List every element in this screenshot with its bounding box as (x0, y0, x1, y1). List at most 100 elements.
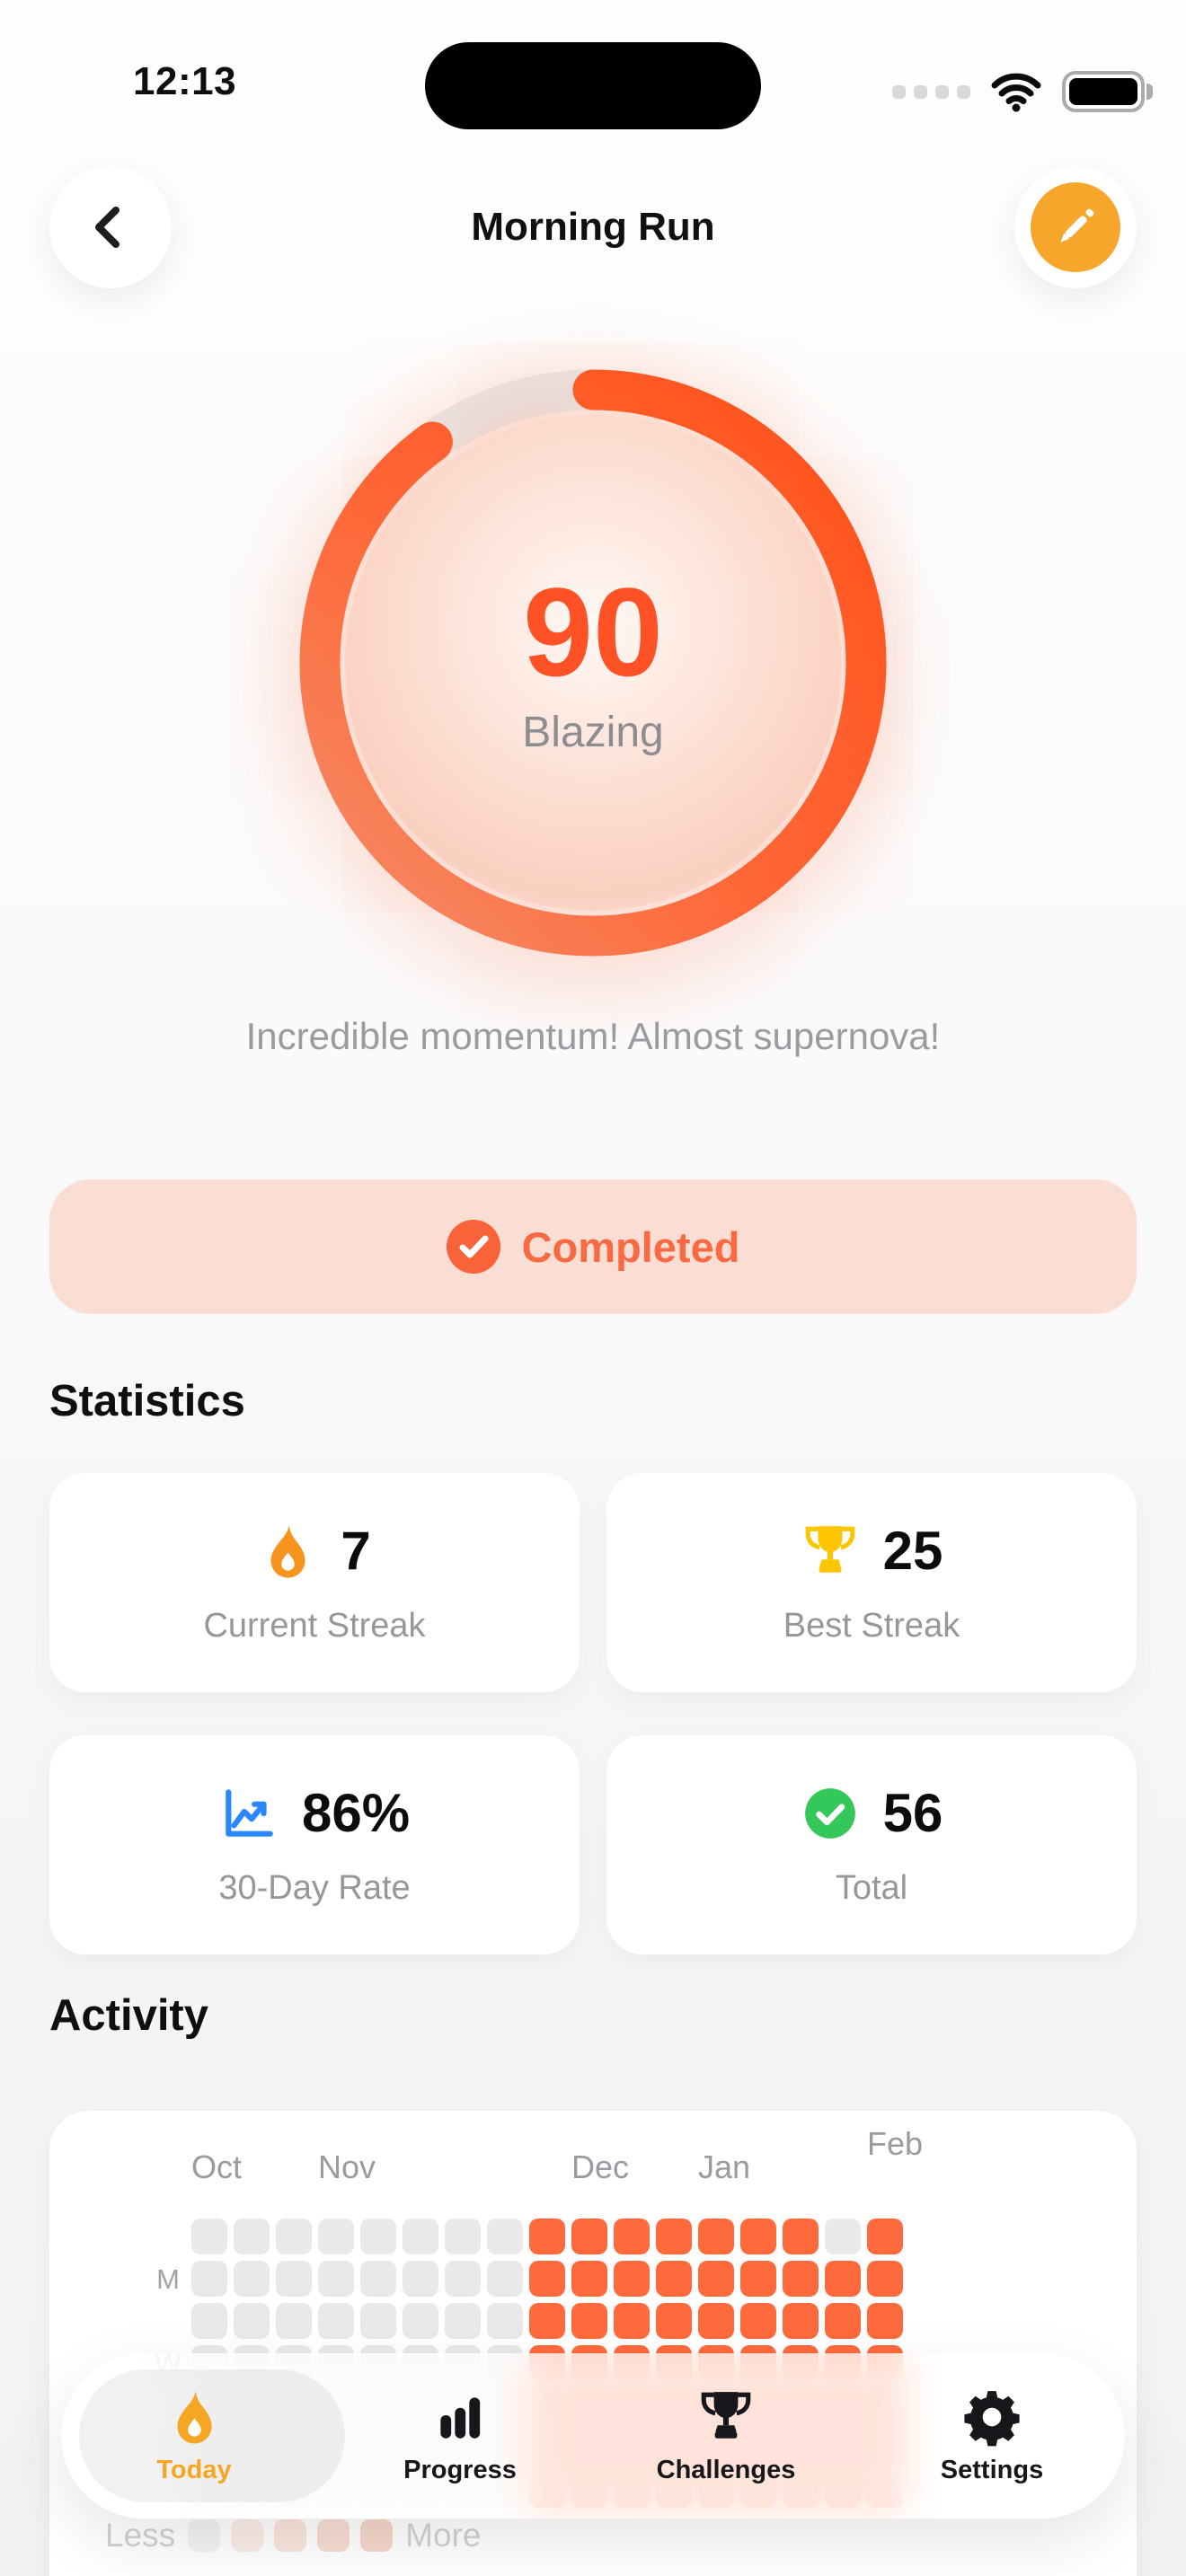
heatmap-month-label: Jan (698, 2148, 751, 2185)
heatmap-cell-empty (487, 2219, 523, 2254)
heatmap-cell-empty (234, 2219, 270, 2254)
header: Morning Run (0, 166, 1186, 292)
gear-icon (964, 2390, 1020, 2446)
heatmap-cell-filled (529, 2261, 565, 2297)
heatmap-cell-empty (318, 2303, 354, 2339)
edit-button[interactable] (1014, 166, 1137, 288)
stat-value: 56 (882, 1783, 943, 1843)
pencil-icon (1060, 208, 1094, 243)
tab-challenges[interactable]: Challenges (593, 2353, 859, 2519)
heatmap-cell-filled (783, 2219, 819, 2254)
heatmap-month-label: Oct (191, 2148, 243, 2185)
heatmap-cell-filled (740, 2303, 776, 2339)
stat-card-current-streak: 7 Current Streak (49, 1473, 580, 1692)
heatmap-cell-empty (191, 2303, 227, 2339)
heatmap-cell-empty (487, 2261, 523, 2297)
page-title: Morning Run (471, 205, 715, 249)
stat-card-best-streak: 25 Best Streak (606, 1473, 1137, 1692)
heatmap-cell-filled (867, 2303, 903, 2339)
tab-label: Progress (403, 2455, 517, 2484)
heatmap-cell-empty (360, 2303, 396, 2339)
heatmap-cell-filled (571, 2261, 607, 2297)
stat-card-30-day-rate: 86% 30-Day Rate (49, 1735, 580, 1954)
heatmap-cell-filled (571, 2219, 607, 2254)
legend-cell (274, 2519, 307, 2552)
stat-card-total: 56 Total (606, 1735, 1137, 1954)
heatmap-cell-filled (656, 2261, 692, 2297)
motivation-text: Incredible momentum! Almost supernova! (245, 1015, 941, 1057)
tab-progress[interactable]: Progress (327, 2353, 593, 2519)
legend-cell (317, 2519, 350, 2552)
heatmap-cell-filled (614, 2303, 650, 2339)
stat-label: Current Streak (203, 1607, 426, 1645)
stat-label: 30-Day Rate (218, 1869, 411, 1907)
edit-button-circle (1031, 182, 1120, 272)
progress-ring-icon (299, 369, 887, 957)
tab-label: Settings (940, 2455, 1044, 2484)
heatmap-cell-filled (740, 2261, 776, 2297)
heatmap-cell-empty (403, 2261, 438, 2297)
stat-value: 25 (882, 1521, 943, 1581)
tab-bar: Today Progress Challe (61, 2353, 1125, 2519)
heatmap-cell-empty (191, 2261, 227, 2297)
heatmap-cell-filled (571, 2303, 607, 2339)
heatmap-cell-empty (403, 2303, 438, 2339)
heatmap-day-label: M (156, 2263, 180, 2295)
statistics-grid: 7 Current Streak 25 Best Streak (49, 1473, 1137, 1954)
status-icons (892, 70, 1153, 113)
trophy-icon (701, 2391, 751, 2439)
score-label: Blazing (522, 708, 664, 756)
heatmap-cell-empty (825, 2219, 861, 2254)
trophy-icon (805, 1525, 854, 1573)
heatmap-cell-empty (318, 2219, 354, 2254)
heatmap-cell-filled (656, 2303, 692, 2339)
heatmap-cell-filled (529, 2219, 565, 2254)
heatmap-cell-empty (360, 2219, 396, 2254)
heatmap-cell-filled (783, 2261, 819, 2297)
chart-up-icon (226, 1788, 273, 1837)
heatmap-cell-filled (867, 2261, 903, 2297)
heatmap-cell-filled (867, 2219, 903, 2254)
legend-scale (188, 2519, 394, 2552)
completed-button[interactable]: Completed (49, 1179, 1137, 1314)
cellular-signal-icon (892, 84, 970, 99)
heatmap-month-label: Dec (571, 2148, 630, 2185)
heatmap-cell-empty (234, 2303, 270, 2339)
stat-label: Total (835, 1869, 908, 1907)
heatmap-cell-filled (656, 2219, 692, 2254)
score-ring: 90 Blazing (296, 366, 890, 959)
heatmap-cell-empty (276, 2261, 312, 2297)
legend-more-label: More (405, 2517, 482, 2554)
heatmap-cell-empty (445, 2219, 481, 2254)
check-circle-icon (804, 1787, 855, 1839)
tab-label: Today (156, 2455, 232, 2484)
heatmap-cell-empty (403, 2219, 438, 2254)
bar-chart-icon (440, 2396, 481, 2439)
heatmap-month-label: Feb (867, 2125, 924, 2162)
dynamic-island (425, 42, 761, 129)
heatmap-cell-empty (234, 2261, 270, 2297)
tab-today[interactable]: Today (61, 2353, 327, 2519)
heatmap-cell-filled (698, 2303, 734, 2339)
tab-label: Challenges (656, 2455, 796, 2484)
completed-label: Completed (521, 1222, 740, 1271)
stat-value: 7 (341, 1521, 371, 1581)
tab-settings[interactable]: Settings (859, 2353, 1125, 2519)
heatmap-cell-filled (614, 2261, 650, 2297)
active-tab-background (79, 2369, 345, 2502)
heatmap-cell-filled (783, 2303, 819, 2339)
flame-icon (270, 1524, 305, 1578)
heatmap-cell-filled (740, 2219, 776, 2254)
back-button[interactable] (49, 166, 172, 288)
flame-icon (177, 2390, 212, 2444)
legend-cell (188, 2519, 221, 2552)
heatmap-cell-empty (276, 2303, 312, 2339)
score-ring-center: 90 Blazing (345, 415, 841, 911)
heatmap-cell-filled (698, 2219, 734, 2254)
statistics-heading: Statistics (49, 1377, 245, 1425)
heatmap-cell-filled (698, 2261, 734, 2297)
stat-value: 86% (301, 1783, 411, 1843)
score-value: 90 (523, 560, 663, 702)
legend-cell (231, 2519, 264, 2552)
